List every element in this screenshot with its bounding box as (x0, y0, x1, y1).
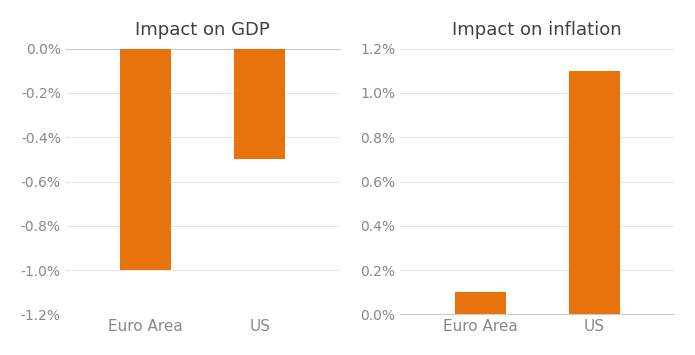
Bar (120, 49, 171, 270)
Title: Impact on inflation: Impact on inflation (452, 21, 622, 39)
Bar (455, 292, 506, 314)
Bar (569, 71, 620, 314)
Title: Impact on GDP: Impact on GDP (136, 21, 270, 39)
Bar (234, 49, 286, 159)
